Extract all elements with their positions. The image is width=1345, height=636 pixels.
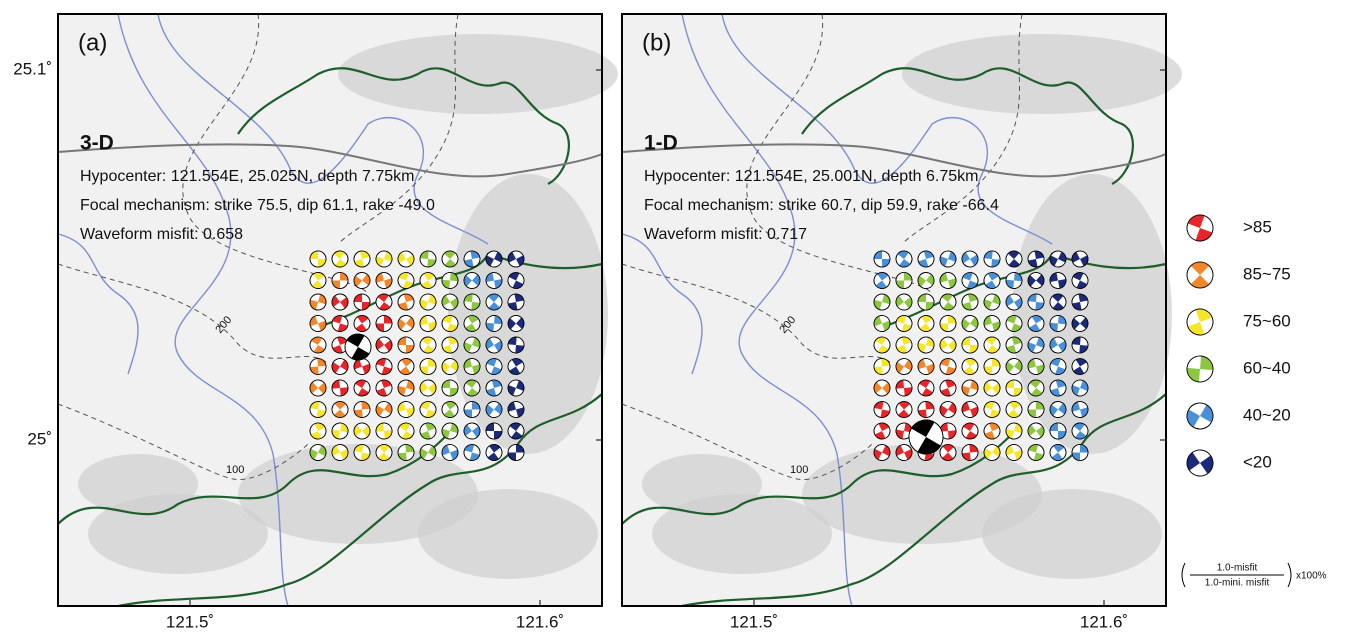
beachball xyxy=(464,402,480,418)
beachball xyxy=(962,337,978,353)
beachball xyxy=(1006,380,1022,396)
legend-label: 85~75 xyxy=(1243,264,1291,283)
legend-label: 60~40 xyxy=(1243,358,1291,377)
misfit: Waveform misfit: 0.658 xyxy=(80,226,243,243)
beachball xyxy=(420,359,436,375)
beachball xyxy=(984,359,1000,375)
mechanism: Focal mechanism: strike 60.7, dip 59.9, … xyxy=(644,197,999,214)
beachball xyxy=(1072,445,1088,461)
beachball xyxy=(896,273,912,289)
model-label: 3-D xyxy=(80,132,114,155)
beachball xyxy=(442,380,458,396)
map-panel: 200100(a)3-DHypocenter: 121.554E, 25.025… xyxy=(13,14,618,631)
terrain-shade xyxy=(982,489,1162,579)
beachball xyxy=(1182,398,1218,434)
beachball xyxy=(874,251,890,267)
y-tick-label: 25.1˚ xyxy=(13,59,52,78)
beachball xyxy=(1182,257,1219,294)
map-panel: 200100(b)1-DHypocenter: 121.554E, 25.001… xyxy=(622,14,1182,631)
panel-label: (a) xyxy=(78,29,107,56)
panel-label: (b) xyxy=(642,29,671,56)
beachball xyxy=(1050,423,1066,439)
beachball xyxy=(1183,305,1216,338)
terrain-shade xyxy=(78,454,198,514)
x-tick-label: 121.6˚ xyxy=(516,612,564,631)
terrain-shade xyxy=(338,34,618,114)
formula-suffix: x100% xyxy=(1296,571,1327,582)
beachball xyxy=(918,294,934,310)
contour-label: 100 xyxy=(790,464,808,476)
x-tick-label: 121.5˚ xyxy=(166,612,214,631)
beachball xyxy=(354,294,370,310)
formula-paren xyxy=(1288,563,1291,587)
legend-label: <20 xyxy=(1243,452,1272,471)
beachball xyxy=(376,316,392,332)
beachball xyxy=(940,316,956,332)
beachball xyxy=(486,423,502,439)
figure: 200100(a)3-DHypocenter: 121.554E, 25.025… xyxy=(0,0,1345,636)
contour-label: 100 xyxy=(226,464,244,476)
beachball xyxy=(508,445,524,461)
x-tick-label: 121.6˚ xyxy=(1080,612,1128,631)
y-tick-label: 25˚ xyxy=(27,429,52,448)
beachball xyxy=(1028,402,1044,418)
formula-numerator: 1.0-misfit xyxy=(1217,563,1258,574)
legend-label: >85 xyxy=(1243,217,1272,236)
beachball xyxy=(1182,445,1218,481)
terrain-shade xyxy=(642,454,762,514)
mechanism: Focal mechanism: strike 75.5, dip 61.1, … xyxy=(80,197,435,214)
beachball xyxy=(310,251,326,267)
model-label: 1-D xyxy=(644,132,678,155)
beachball xyxy=(332,273,348,289)
misfit: Waveform misfit: 0.717 xyxy=(644,226,807,243)
terrain-shade xyxy=(902,34,1182,114)
beachball xyxy=(1183,211,1216,244)
terrain-shade xyxy=(418,489,598,579)
legend-label: 75~60 xyxy=(1243,311,1291,330)
beachball xyxy=(1186,355,1214,383)
formula-paren xyxy=(1182,563,1185,587)
legend-label: 40~20 xyxy=(1243,405,1291,424)
formula-denominator: 1.0-mini. misfit xyxy=(1205,578,1270,589)
x-tick-label: 121.5˚ xyxy=(730,612,778,631)
hypocenter: Hypocenter: 121.554E, 25.025N, depth 7.7… xyxy=(80,168,414,185)
hypocenter: Hypocenter: 121.554E, 25.001N, depth 6.7… xyxy=(644,168,978,185)
beachball xyxy=(398,337,414,353)
